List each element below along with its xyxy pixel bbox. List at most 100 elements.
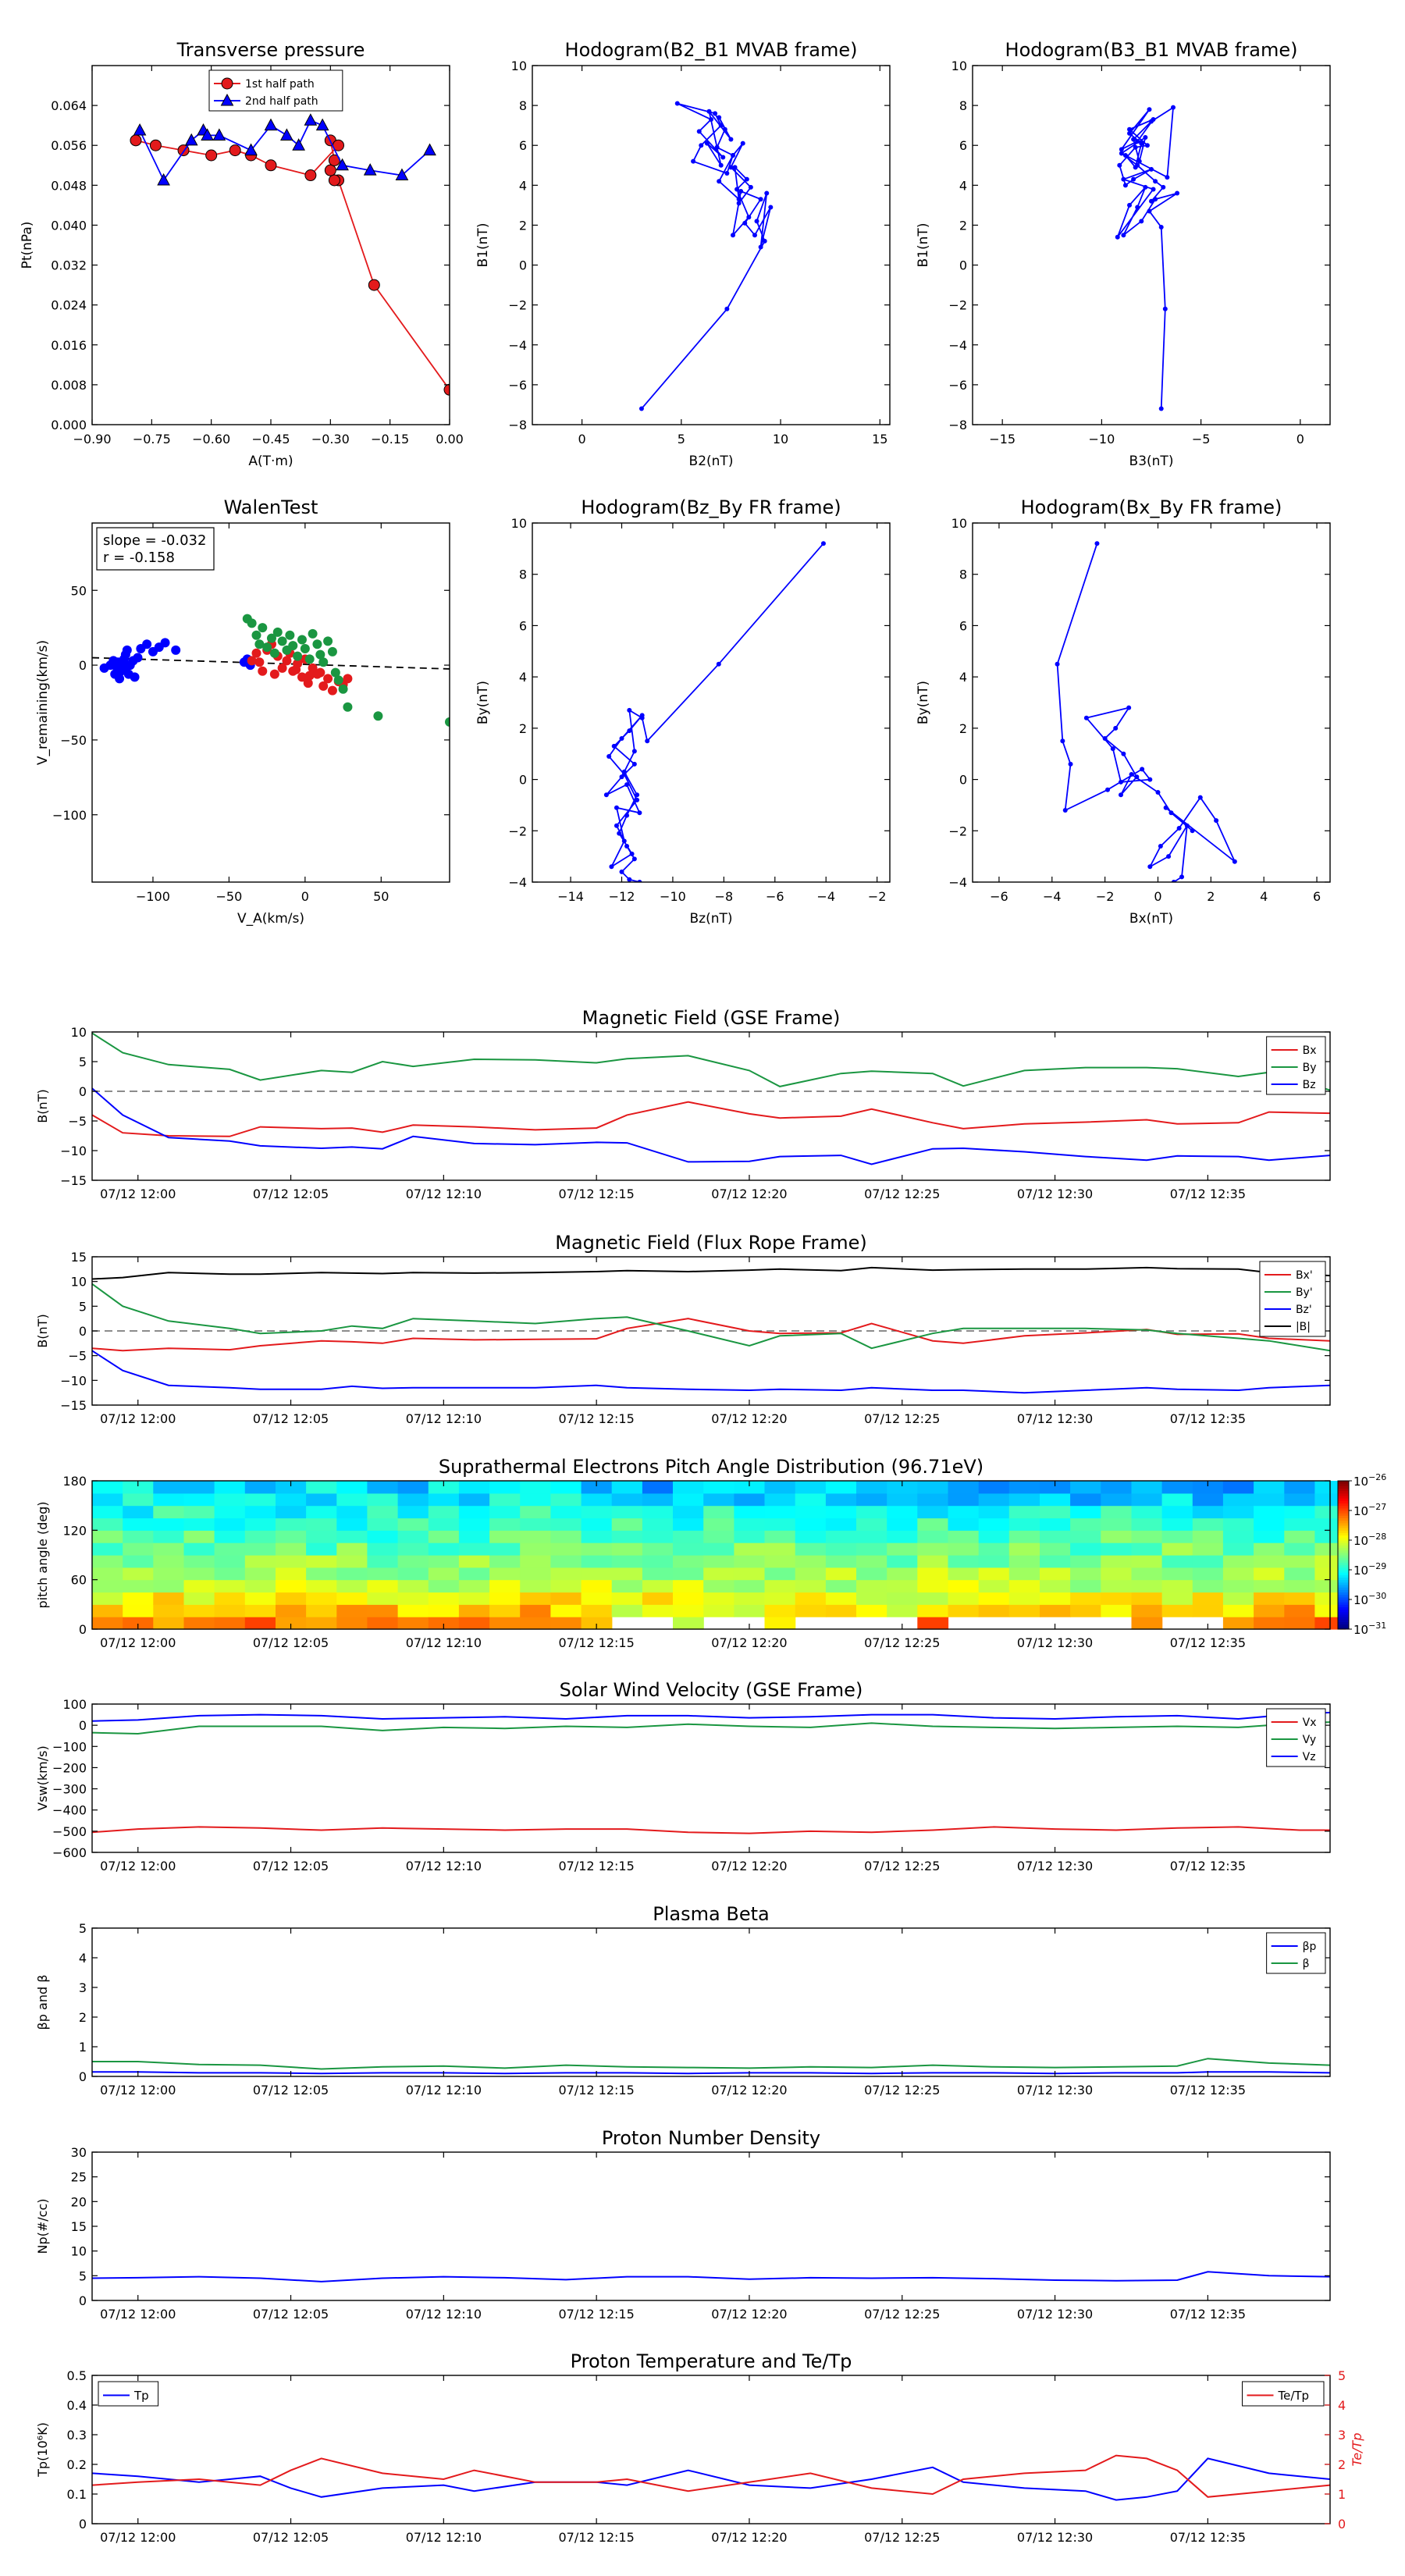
y-tick-label: 5 [79, 1299, 87, 1314]
heatmap-cell [336, 1555, 368, 1568]
heatmap-cell [1161, 1555, 1193, 1568]
heatmap-cell [1101, 1530, 1133, 1543]
x-tick-label: 2 [1207, 889, 1215, 904]
x-tick-label: −5 [1192, 432, 1211, 447]
y-tick-label: 0.000 [51, 418, 87, 432]
heatmap-cell [123, 1604, 154, 1617]
data-point [300, 644, 310, 653]
heatmap-cell [397, 1604, 429, 1617]
heatmap-cell [1040, 1505, 1071, 1519]
heatmap-cell [123, 1517, 154, 1531]
data-point [328, 174, 340, 187]
y-tick-label: 30 [71, 2145, 87, 2160]
data-point [728, 137, 734, 142]
heatmap-cell [795, 1542, 827, 1556]
colorbar-cell [1338, 1587, 1349, 1590]
heatmap-cell [795, 1579, 827, 1593]
y-tick-label: −8 [508, 418, 527, 432]
x-tick-label: −10 [660, 889, 686, 904]
heatmap-cell [458, 1604, 490, 1617]
heatmap-cell [887, 1542, 918, 1556]
heatmap-cell [978, 1604, 1010, 1617]
heatmap-cell [520, 1617, 551, 1630]
data-point [318, 657, 329, 667]
colorbar-cell [1338, 1626, 1349, 1630]
heatmap-cell [367, 1505, 399, 1519]
x-tick-label: 4 [1260, 889, 1268, 904]
heatmap-cell [183, 1542, 215, 1556]
plot-frame [91, 1703, 1331, 1853]
heatmap-cell [489, 1555, 521, 1568]
colorbar-cell [1338, 1528, 1349, 1531]
heatmap-cell [1070, 1505, 1101, 1519]
data-point [621, 772, 627, 777]
heatmap-cell [276, 1592, 307, 1605]
heatmap-cell [1161, 1481, 1193, 1494]
data-point [1062, 808, 1068, 813]
heatmap-cell [642, 1555, 674, 1568]
y-tick-label: 0 [79, 2517, 87, 2532]
y-tick-label: 6 [959, 618, 967, 633]
y-tick-label: 8 [519, 98, 527, 113]
heatmap-cell [1284, 1604, 1316, 1617]
y-tick-label: 0 [79, 1718, 87, 1733]
colorbar-cell [1338, 1609, 1349, 1613]
heatmap-cell [1192, 1567, 1224, 1581]
data-point [247, 656, 257, 666]
colorbar-cell [1338, 1582, 1349, 1585]
legend-marker [220, 93, 234, 106]
heatmap-cell [244, 1592, 276, 1605]
heatmap-cell [1161, 1604, 1193, 1617]
x-axis-label: B2(nT) [689, 454, 734, 469]
data-point [130, 672, 140, 682]
heatmap-cell [123, 1481, 154, 1494]
data-point [724, 306, 730, 311]
x-tick-label: 07/12 12:00 [100, 2083, 176, 2097]
data-point [606, 754, 612, 759]
data-point [269, 648, 279, 658]
heatmap-cell [397, 1517, 429, 1531]
y-tick-label: −2 [948, 298, 967, 313]
data-point [130, 134, 142, 147]
y-tick-label: 4 [519, 178, 527, 193]
data-point [262, 642, 272, 653]
y-tick-label: 4 [959, 178, 967, 193]
data-point [201, 128, 214, 141]
heatmap-cell [244, 1617, 276, 1630]
colorbar-cell [1338, 1510, 1349, 1514]
y-tick-label-right: 0 [1338, 2517, 1346, 2532]
colorbar-frame [1337, 1480, 1350, 1630]
heatmap-cell [764, 1505, 796, 1519]
y-tick-label: 0 [79, 1084, 87, 1099]
heatmap-cell [887, 1505, 918, 1519]
heatmap-cell [244, 1567, 276, 1581]
heatmap-cell [1284, 1505, 1316, 1519]
data-point [277, 663, 287, 673]
colorbar-cell [1338, 1602, 1349, 1605]
plot-area [1055, 541, 1237, 882]
data-point [631, 749, 637, 754]
heatmap-cell [1131, 1517, 1163, 1531]
data-point [1162, 306, 1168, 311]
colorbar-cell [1338, 1498, 1349, 1501]
y-tick-label: 0.008 [51, 378, 87, 393]
data-point [1147, 777, 1153, 782]
heatmap-cell [428, 1505, 460, 1519]
data-point [157, 173, 170, 186]
x-tick-label: −10 [1089, 432, 1115, 447]
data-point [1126, 705, 1132, 710]
chart-hodo_bx_by: Hodogram(Bx_By FR frame) −4 −2 0 2 4 6 8 10 −6 −4 −… [916, 496, 1331, 927]
x-tick-label: 07/12 12:10 [406, 1187, 482, 1201]
data-point [1171, 880, 1176, 882]
plot-frame [972, 65, 1331, 425]
heatmap-cell [611, 1517, 643, 1531]
colorbar-tick-label: 10−31 [1353, 1621, 1386, 1637]
heatmap-cell [764, 1617, 796, 1630]
plot-frame [91, 1031, 1331, 1181]
data-point [704, 141, 710, 146]
heatmap-cell [1101, 1579, 1133, 1593]
heatmap-cell [887, 1481, 918, 1494]
legend-label: Vx [1303, 1717, 1317, 1729]
heatmap-cell [183, 1604, 215, 1617]
x-tick-label: −50 [216, 889, 243, 904]
